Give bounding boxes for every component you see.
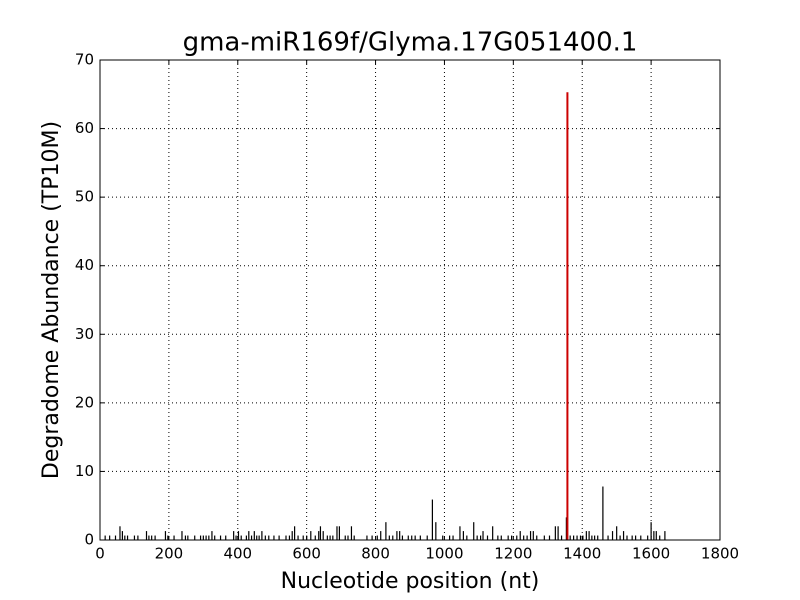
x-tick-label: 600 xyxy=(292,545,321,563)
x-axis-label: Nucleotide position (nt) xyxy=(281,569,540,594)
x-tick-label: 800 xyxy=(361,545,390,563)
y-tick-label: 60 xyxy=(75,119,94,137)
y-tick-label: 40 xyxy=(75,256,94,274)
y-tick-label: 0 xyxy=(84,531,94,549)
plot-frame xyxy=(99,59,721,541)
y-tick-label: 20 xyxy=(75,393,94,411)
x-tick-label: 1800 xyxy=(701,545,739,563)
y-axis-label: Degradome Abundance (TP10M) xyxy=(39,121,64,479)
y-tick-label: 30 xyxy=(75,325,94,343)
x-tick-label: 1400 xyxy=(563,545,601,563)
x-tick-label: 1600 xyxy=(632,545,670,563)
x-tick-label: 200 xyxy=(155,545,184,563)
x-tick-label: 400 xyxy=(223,545,252,563)
y-tick-label: 10 xyxy=(75,462,94,480)
x-tick-label: 0 xyxy=(95,545,105,563)
x-tick-label: 1200 xyxy=(494,545,532,563)
x-tick-label: 1000 xyxy=(425,545,463,563)
chart-title: gma-miR169f/Glyma.17G051400.1 xyxy=(183,28,638,58)
y-tick-label: 50 xyxy=(75,188,94,206)
y-tick-label: 70 xyxy=(75,51,94,69)
